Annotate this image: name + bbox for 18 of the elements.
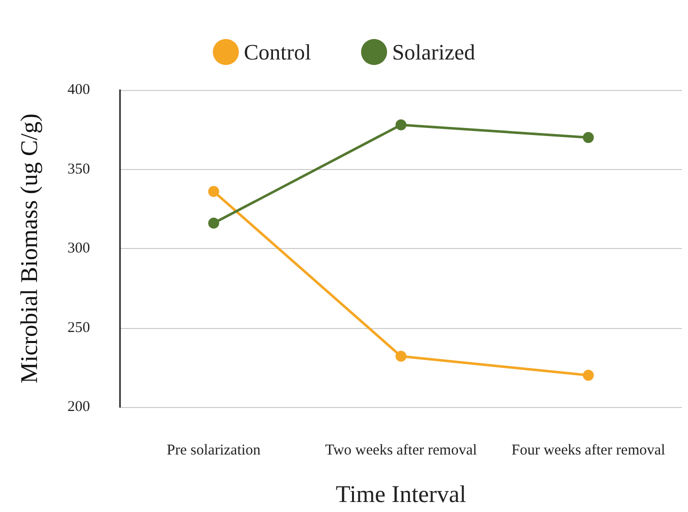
x-axis-title: Time Interval (336, 482, 467, 508)
point (582, 370, 594, 381)
y-axis-title: Microbial Biomass (ug C/g) (17, 114, 43, 384)
y-tick-label: 350 (68, 161, 90, 178)
legend-label: Control (244, 40, 312, 64)
point (396, 119, 406, 130)
point (582, 132, 594, 144)
y-tick-label: 400 (68, 82, 90, 98)
point (396, 350, 406, 362)
point (208, 218, 220, 229)
y-tick-label: 300 (68, 240, 90, 256)
legend-label: Solarized (392, 40, 476, 64)
y-tick-label: 250 (68, 320, 90, 336)
x-tick-label: Pre solarization (166, 442, 262, 458)
point (208, 186, 220, 197)
y-tick-label: 200 (68, 399, 90, 415)
x-tick-label: Two weeks after removal (325, 442, 477, 458)
x-tick-label: Four weeks after removal (511, 442, 666, 458)
